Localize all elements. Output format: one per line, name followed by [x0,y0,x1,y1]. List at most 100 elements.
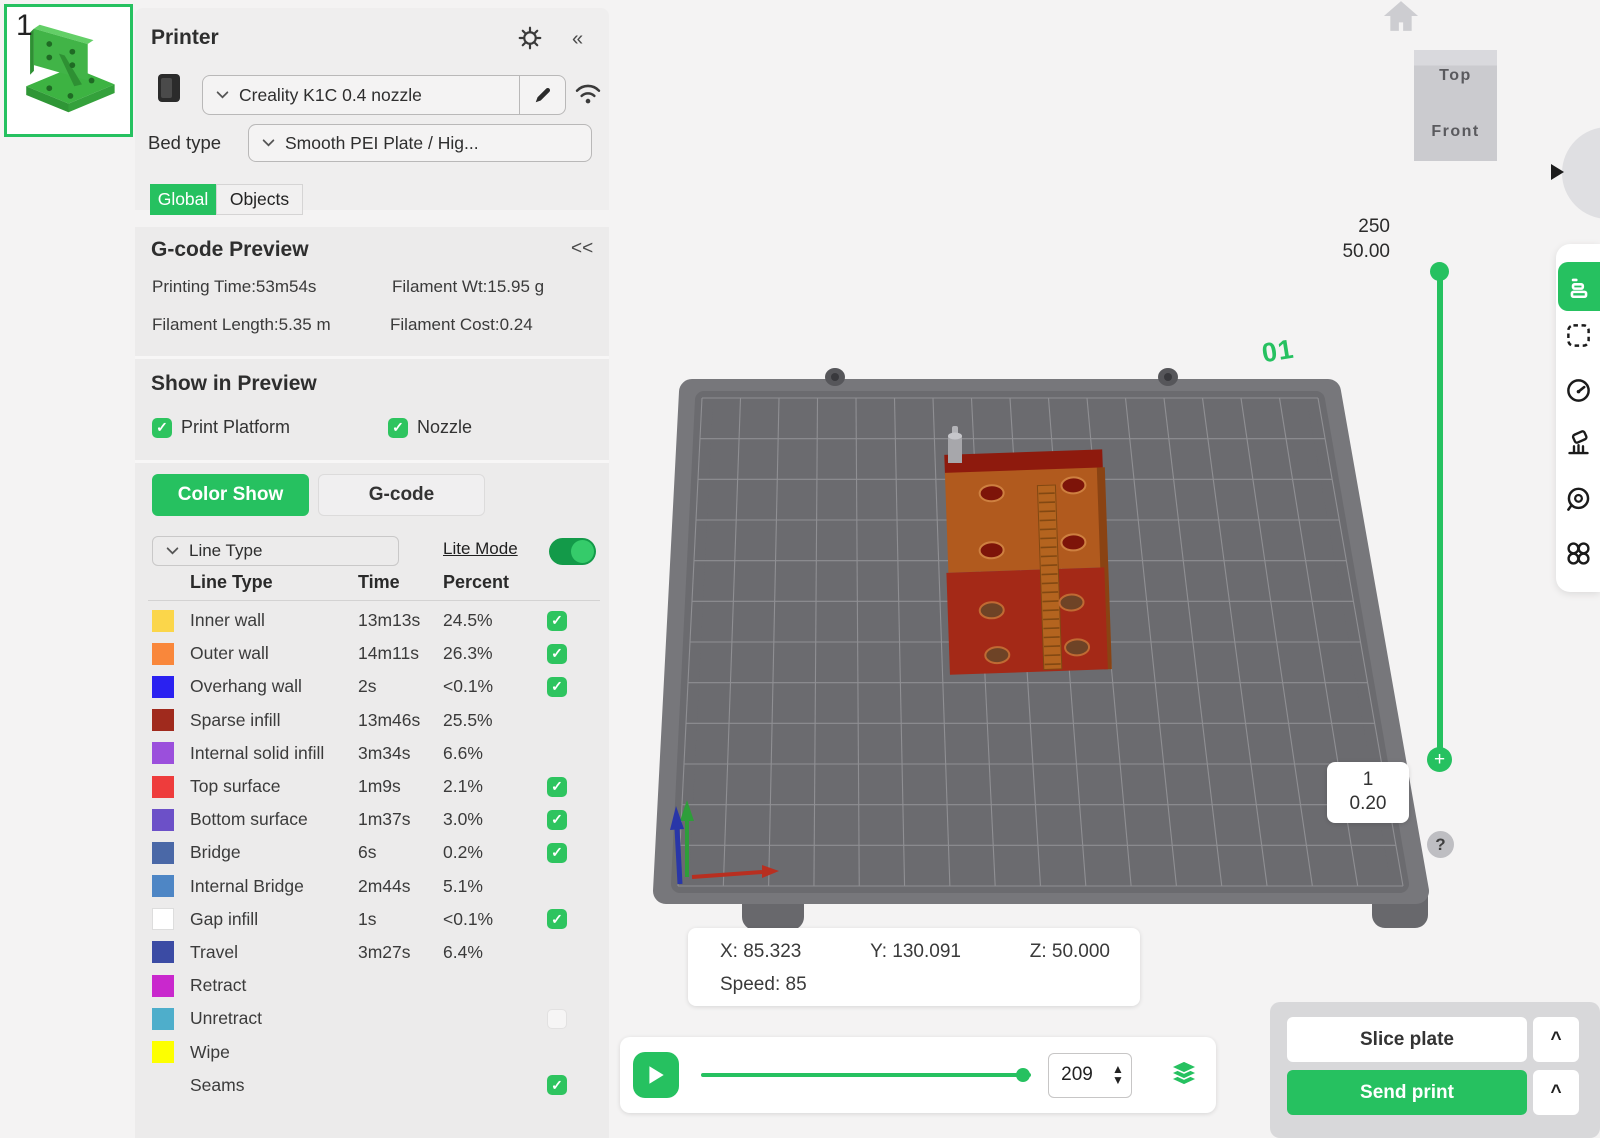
action-panel: Slice plate ^ Send print ^ [1270,1002,1600,1138]
toggle-knob [571,540,594,563]
line-color-swatch [152,742,174,765]
plate-thumbnail[interactable]: 1 [4,4,133,137]
line-time: 3m34s [358,742,411,763]
view-cube-top[interactable]: Top [1439,67,1472,84]
stepper-up-icon[interactable]: ▲ [1112,1062,1124,1076]
line-color-swatch [152,808,174,831]
line-percent: 24.5% [443,610,493,631]
layer-badge: 01 [1259,333,1297,369]
line-color-swatch [152,1041,174,1064]
speed-gauge-icon[interactable] [1565,377,1592,404]
filament-cost: Filament Cost:0.24 [390,315,533,334]
line-visibility-checkbox[interactable]: ✓ [547,676,567,697]
layer-stepper[interactable]: 209 ▲ ▼ [1048,1052,1132,1098]
line-type-row: Wipe [135,1035,609,1068]
tab-objects[interactable]: Objects [216,184,303,215]
home-icon[interactable] [1382,0,1420,32]
line-type-label: Internal solid infill [190,742,325,763]
printer-panel-title: Printer [151,26,219,49]
layers-stack-icon[interactable] [1168,1059,1200,1091]
slice-options-button[interactable]: ^ [1533,1017,1579,1062]
chevron-down-icon [166,547,179,555]
line-type-label: Seams [190,1074,245,1095]
tab-global[interactable]: Global [150,184,216,215]
view-cube[interactable]: Top Front [1414,50,1497,161]
slider-thumb[interactable] [1016,1068,1030,1082]
line-visibility-checkbox[interactable]: ✓ [547,1075,567,1096]
line-visibility-checkbox[interactable]: ✓ [547,776,567,797]
color-show-button[interactable]: Color Show [152,474,309,516]
status-speed: Speed: 85 [720,974,807,995]
edit-printer-button[interactable] [519,76,565,114]
play-icon [649,1066,664,1084]
layer-slider-height: 50.00 [1342,241,1390,262]
seam-target-icon[interactable] [1565,486,1592,513]
position-status-card: X: 85.323 Y: 130.091 Z: 50.000 Speed: 85 [688,928,1140,1006]
line-visibility-checkbox[interactable]: ✓ [547,842,567,863]
line-type-row: Bridge 6s 0.2% ✓ [135,836,609,869]
lite-mode-label[interactable]: Lite Mode [443,539,518,558]
layer-scrub-slider[interactable] [701,1068,1031,1082]
status-y: Y: 130.091 [870,941,961,962]
line-type-row: Outer wall 14m11s 26.3% ✓ [135,637,609,670]
send-print-button[interactable]: Send print [1287,1070,1527,1115]
help-button[interactable]: ? [1427,831,1454,858]
line-type-dropdown[interactable]: Line Type [152,536,399,566]
line-percent: 2.1% [443,776,483,797]
gcode-button[interactable]: G-code [318,474,485,516]
print-platform-checkbox[interactable]: ✓ Print Platform [152,417,290,438]
line-type-row: Gap infill 1s <0.1% ✓ [135,903,609,936]
printing-time: Printing Time:53m54s [152,277,317,296]
line-type-row: Internal Bridge 2m44s 5.1% [135,870,609,903]
line-visibility-checkbox[interactable]: ✓ [547,610,567,631]
wifi-icon[interactable] [573,78,603,108]
expand-arrow-icon[interactable] [1551,164,1564,180]
checkbox-checked-icon: ✓ [388,417,408,438]
line-visibility-checkbox[interactable]: ✓ [547,909,567,930]
tool-preview-lines-active[interactable] [1558,262,1600,311]
line-type-label: Inner wall [190,610,265,631]
collapse-printer-icon[interactable]: « [572,28,584,50]
gear-icon[interactable] [517,25,543,51]
printed-model[interactable] [942,449,1112,675]
bed-type-select[interactable]: Smooth PEI Plate / Hig... [248,124,592,162]
line-type-label: Outer wall [190,643,269,664]
line-percent: 6.4% [443,941,483,962]
line-percent: 6.6% [443,742,483,763]
line-type-dropdown-value: Line Type [189,541,263,560]
layer-slider-track[interactable] [1437,272,1443,758]
printer-select[interactable]: Creality K1C 0.4 nozzle [202,75,566,115]
collapsed-panel-circle [1562,127,1600,219]
nozzle-label: Nozzle [417,417,473,437]
line-visibility-checkbox[interactable]: ✓ [547,643,567,664]
send-options-button[interactable]: ^ [1533,1070,1579,1115]
current-layer-box: 1 0.20 [1327,762,1409,823]
line-color-swatch [152,642,174,665]
play-button[interactable] [633,1052,679,1098]
layer-stepper-value[interactable]: 209 [1061,1064,1093,1085]
layer-slider-bottom-handle[interactable]: + [1427,747,1452,772]
marquee-select-icon[interactable] [1565,322,1592,349]
nozzle-checkbox[interactable]: ✓ Nozzle [388,417,472,438]
line-time: 13m46s [358,709,421,730]
line-visibility-checkbox[interactable] [547,1008,567,1029]
line-type-row: Sparse infill 13m46s 25.5% [135,704,609,737]
line-color-swatch [152,1007,174,1030]
line-color-swatch [152,941,174,964]
stepper-down-icon[interactable]: ▼ [1112,1073,1124,1087]
collapse-gcode-icon[interactable]: << [571,238,594,259]
slice-plate-button[interactable]: Slice plate [1287,1017,1527,1062]
line-color-swatch [152,675,174,698]
tower-tilt-icon[interactable] [1565,430,1592,457]
line-time: 3m27s [358,941,411,962]
clover-icon[interactable] [1565,540,1592,567]
view-cube-front[interactable]: Front [1431,123,1480,140]
line-type-label: Wipe [190,1041,230,1062]
line-visibility-checkbox[interactable]: ✓ [547,809,567,830]
lite-mode-toggle[interactable] [549,538,596,565]
layer-slider-top-handle[interactable] [1430,262,1449,281]
line-time: 2m44s [358,875,411,896]
line-percent: <0.1% [443,676,494,697]
line-percent: 0.2% [443,842,483,863]
line-percent: 25.5% [443,709,493,730]
